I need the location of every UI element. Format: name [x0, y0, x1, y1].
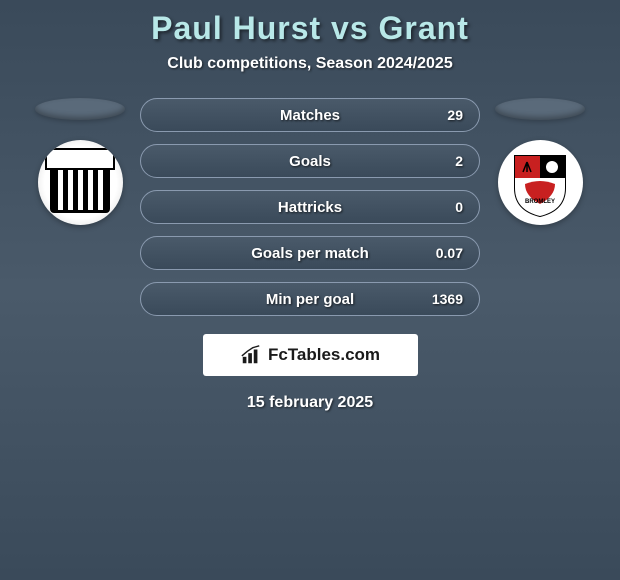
stat-right-value: 0 [455, 199, 463, 215]
bromley-crest-icon: BROMLEY [505, 148, 575, 218]
svg-text:BROMLEY: BROMLEY [525, 199, 555, 205]
stat-bar-goals-per-match: . Goals per match 0.07 [140, 236, 480, 270]
stat-label: Matches [280, 107, 340, 124]
comparison-card: Paul Hurst vs Grant Club competitions, S… [0, 0, 620, 422]
right-badge-column: BROMLEY [490, 98, 590, 225]
grimsby-crest-icon [50, 153, 110, 213]
subtitle: Club competitions, Season 2024/2025 [167, 55, 452, 73]
club-crest-right: BROMLEY [498, 140, 583, 225]
stat-bar-hattricks: . Hattricks 0 [140, 190, 480, 224]
stat-bar-goals: . Goals 2 [140, 144, 480, 178]
brand-box[interactable]: FcTables.com [203, 334, 418, 376]
stat-label: Goals [289, 153, 331, 170]
date-text: 15 february 2025 [247, 394, 373, 412]
content-row: . Matches 29 . Goals 2 . Hattricks 0 . G… [0, 98, 620, 316]
brand-text: FcTables.com [268, 345, 380, 365]
stat-right-value: 0.07 [436, 245, 463, 261]
bar-chart-icon [240, 344, 262, 366]
page-title: Paul Hurst vs Grant [151, 10, 469, 47]
club-crest-left [38, 140, 123, 225]
manager-hat-left [35, 98, 125, 120]
stat-right-value: 29 [447, 107, 463, 123]
stat-label: Hattricks [278, 199, 342, 216]
stat-right-value: 2 [455, 153, 463, 169]
stat-label: Min per goal [266, 291, 354, 308]
left-badge-column [30, 98, 130, 225]
stat-bar-min-per-goal: . Min per goal 1369 [140, 282, 480, 316]
stat-bar-matches: . Matches 29 [140, 98, 480, 132]
stat-right-value: 1369 [432, 291, 463, 307]
stats-column: . Matches 29 . Goals 2 . Hattricks 0 . G… [140, 98, 480, 316]
manager-hat-right [495, 98, 585, 120]
stat-label: Goals per match [251, 245, 369, 262]
